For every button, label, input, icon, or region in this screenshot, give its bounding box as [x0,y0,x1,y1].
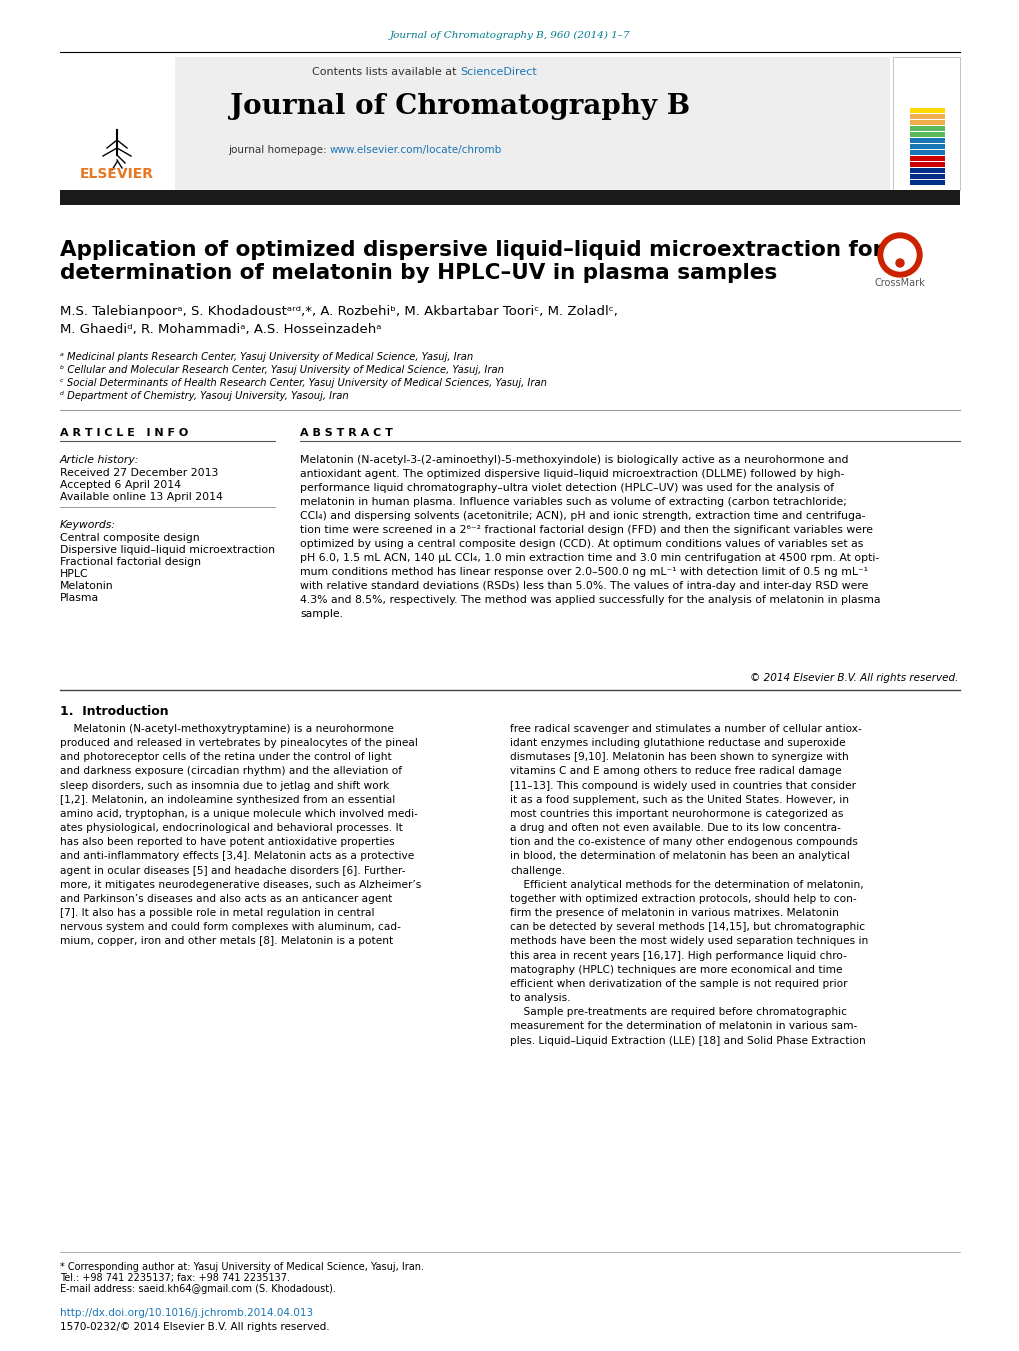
Text: Available online 13 April 2014: Available online 13 April 2014 [60,492,223,503]
Bar [909,132,944,136]
Text: M. Ghaediᵈ, R. Mohammadiᵃ, A.S. Hosseinzadehᵃ: M. Ghaediᵈ, R. Mohammadiᵃ, A.S. Hosseinz… [60,323,381,336]
Text: ELSEVIER: ELSEVIER [79,168,154,181]
Text: Melatonin: Melatonin [60,581,113,590]
Text: M.S. Talebianpoorᵃ, S. Khodadoustᵃʳᵈ,*, A. Rozbehiᵇ, M. Akbartabar Tooriᶜ, M. Zo: M.S. Talebianpoorᵃ, S. Khodadoustᵃʳᵈ,*, … [60,305,618,317]
Text: Dispersive liquid–liquid microextraction: Dispersive liquid–liquid microextraction [60,544,275,555]
Bar [892,57,959,190]
Text: * Corresponding author at: Yasuj University of Medical Science, Yasuj, Iran.: * Corresponding author at: Yasuj Univers… [60,1262,424,1273]
Text: 1.  Introduction: 1. Introduction [60,705,168,717]
Text: Tel.: +98 741 2235137; fax: +98 741 2235137.: Tel.: +98 741 2235137; fax: +98 741 2235… [60,1273,289,1283]
Text: A R T I C L E   I N F O: A R T I C L E I N F O [60,428,189,438]
Bar [909,180,944,185]
Text: Melatonin (N-acetyl-methoxytryptamine) is a neurohormone
produced and released i: Melatonin (N-acetyl-methoxytryptamine) i… [60,724,421,947]
Bar [909,120,944,126]
Text: ᵇ Cellular and Molecular Research Center, Yasuj University of Medical Science, Y: ᵇ Cellular and Molecular Research Center… [60,365,503,376]
Text: ᵃ Medicinal plants Research Center, Yasuj University of Medical Science, Yasuj, : ᵃ Medicinal plants Research Center, Yasu… [60,353,473,362]
Bar [60,57,890,190]
Text: Melatonin (N-acetyl-3-(2-aminoethyl)-5-methoxyindole) is biologically active as : Melatonin (N-acetyl-3-(2-aminoethyl)-5-m… [300,455,879,619]
Text: http://dx.doi.org/10.1016/j.jchromb.2014.04.013: http://dx.doi.org/10.1016/j.jchromb.2014… [60,1308,313,1319]
Bar [909,145,944,149]
Bar [909,138,944,143]
Text: Contents lists available at: Contents lists available at [312,68,460,77]
Text: Application of optimized dispersive liquid–liquid microextraction for: Application of optimized dispersive liqu… [60,240,882,259]
Text: ᶜ Social Determinants of Health Research Center, Yasuj University of Medical Sci: ᶜ Social Determinants of Health Research… [60,378,546,388]
Circle shape [895,259,903,267]
Bar [909,126,944,131]
Text: Journal of Chromatography B, 960 (2014) 1–7: Journal of Chromatography B, 960 (2014) … [389,31,630,39]
Text: Keywords:: Keywords: [60,520,116,530]
Bar [909,162,944,168]
Text: 1570-0232/© 2014 Elsevier B.V. All rights reserved.: 1570-0232/© 2014 Elsevier B.V. All right… [60,1323,329,1332]
Text: CrossMark: CrossMark [873,278,924,288]
Bar [909,155,944,161]
Text: Accepted 6 April 2014: Accepted 6 April 2014 [60,480,180,490]
Text: Plasma: Plasma [60,593,99,603]
Circle shape [877,232,921,277]
Text: Received 27 December 2013: Received 27 December 2013 [60,467,218,478]
Text: free radical scavenger and stimulates a number of cellular antiox-
idant enzymes: free radical scavenger and stimulates a … [510,724,867,1046]
Bar [909,150,944,155]
Bar [60,190,959,205]
Text: determination of melatonin by HPLC–UV in plasma samples: determination of melatonin by HPLC–UV in… [60,263,776,282]
Text: Fractional factorial design: Fractional factorial design [60,557,201,567]
Circle shape [883,239,915,272]
Text: Central composite design: Central composite design [60,534,200,543]
Text: Journal of Chromatography B: Journal of Chromatography B [229,93,690,120]
Text: A B S T R A C T: A B S T R A C T [300,428,392,438]
Text: © 2014 Elsevier B.V. All rights reserved.: © 2014 Elsevier B.V. All rights reserved… [749,673,957,684]
Bar [909,108,944,113]
Text: Article history:: Article history: [60,455,140,465]
Bar [909,168,944,173]
Bar [909,174,944,178]
Text: E-mail address: saeid.kh64@gmail.com (S. Khodadoust).: E-mail address: saeid.kh64@gmail.com (S.… [60,1283,335,1294]
Text: www.elsevier.com/locate/chromb: www.elsevier.com/locate/chromb [330,145,501,155]
Text: ᵈ Department of Chemistry, Yasouj University, Yasouj, Iran: ᵈ Department of Chemistry, Yasouj Univer… [60,390,348,401]
Text: ScienceDirect: ScienceDirect [460,68,536,77]
Text: journal homepage:: journal homepage: [228,145,330,155]
Bar [60,57,175,190]
Text: HPLC: HPLC [60,569,89,580]
Bar [909,113,944,119]
